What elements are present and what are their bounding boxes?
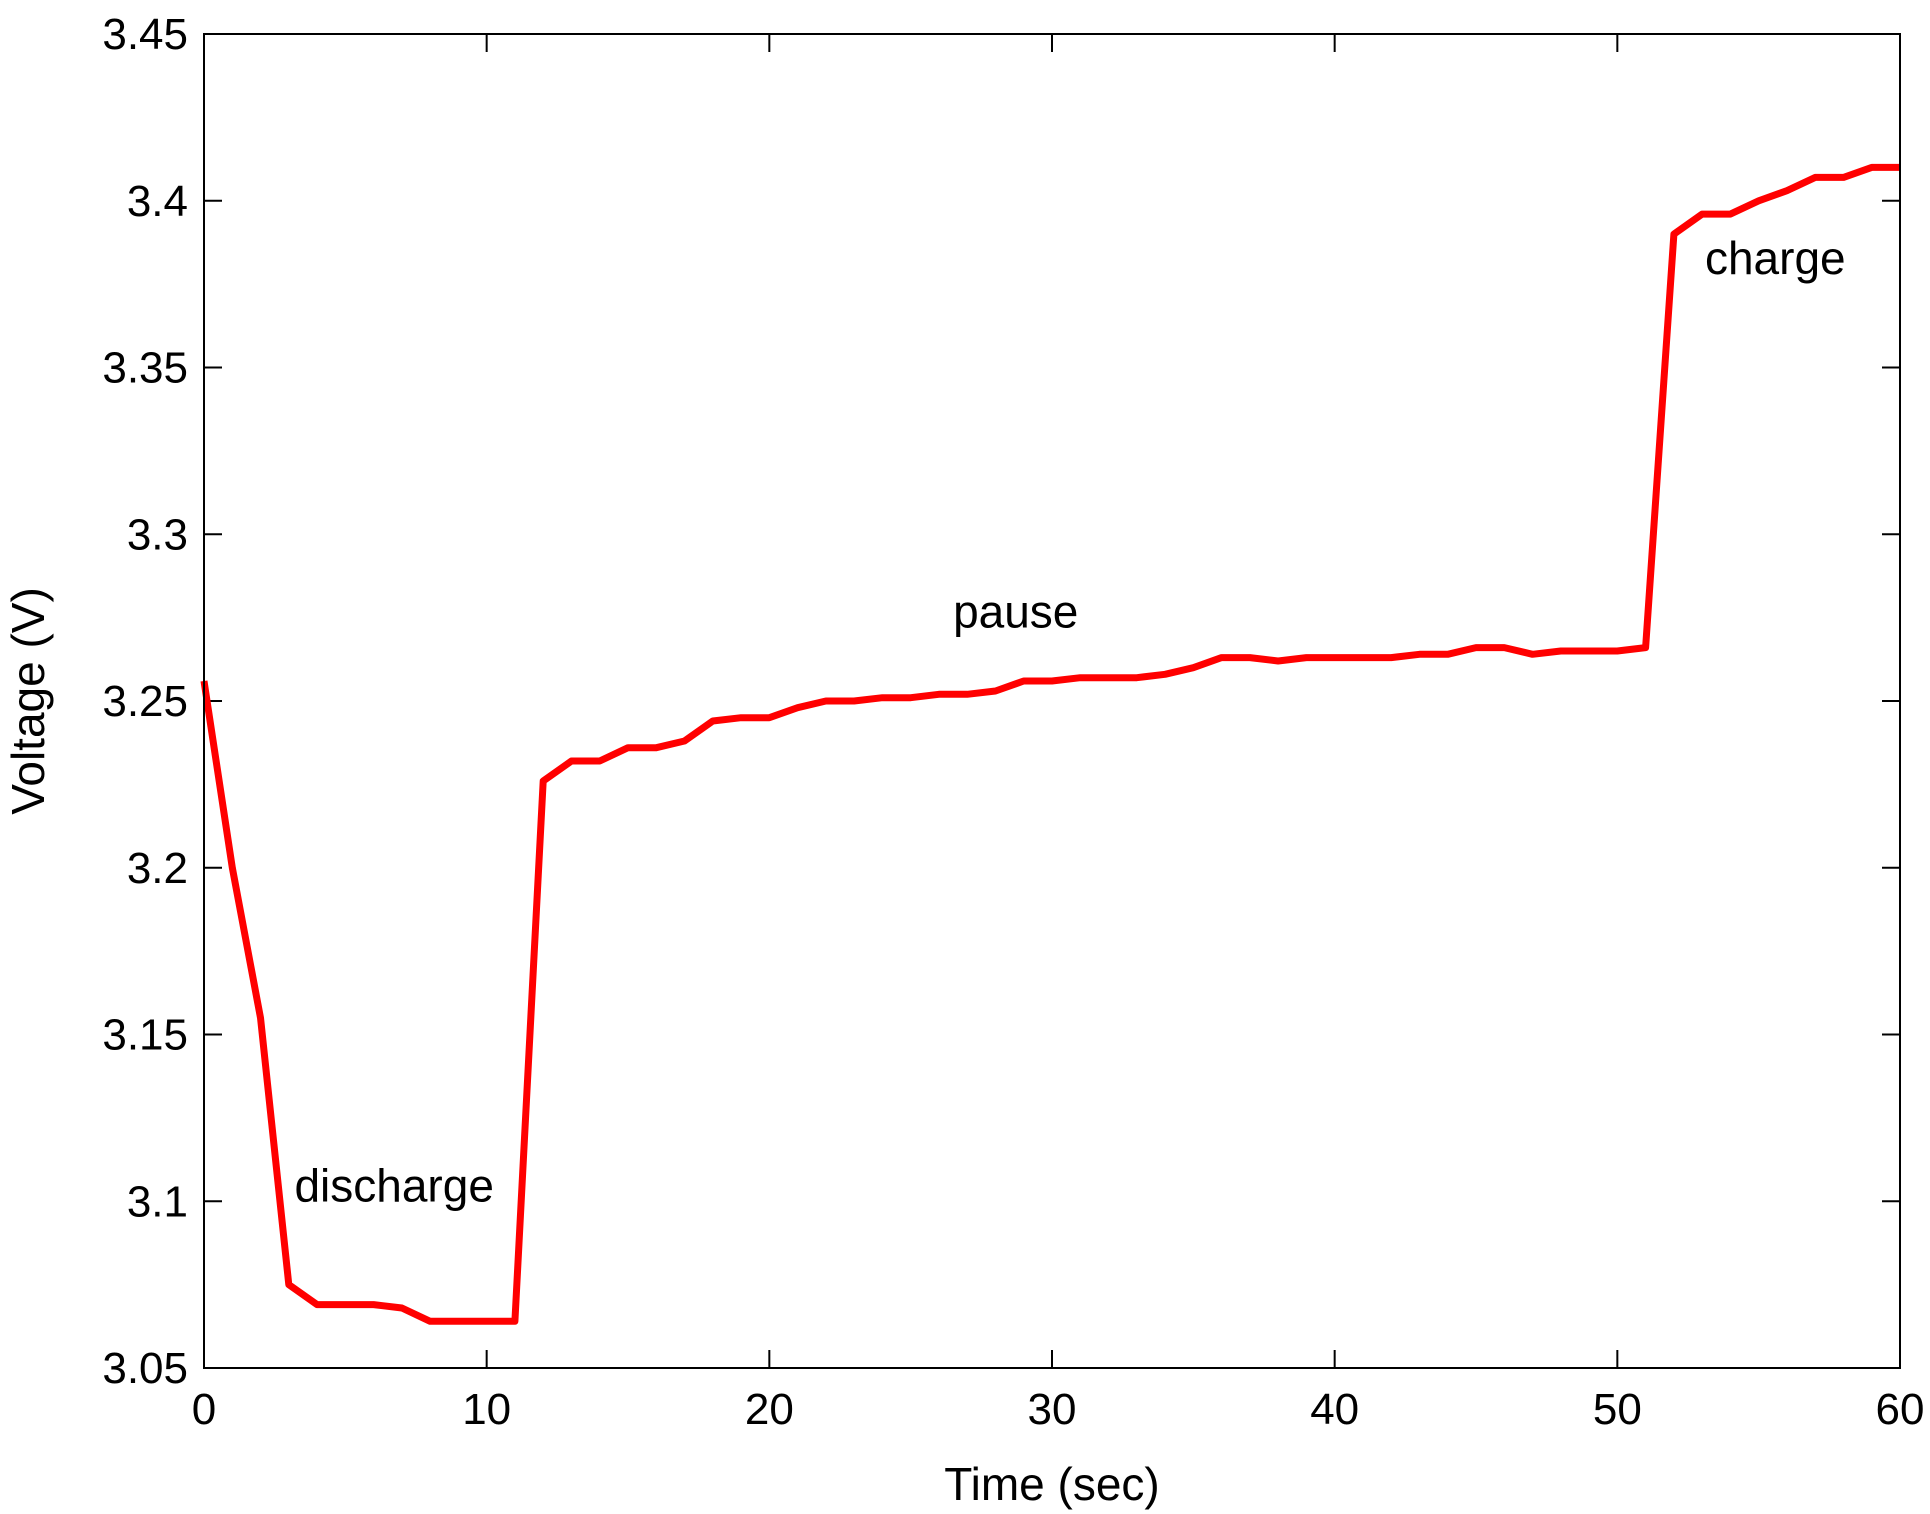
annotation-pause: pause	[953, 586, 1078, 638]
y-tick-label: 3.05	[102, 1344, 188, 1393]
y-tick-label: 3.45	[102, 10, 188, 59]
x-tick-label: 0	[192, 1385, 216, 1434]
y-tick-label: 3.25	[102, 677, 188, 726]
x-tick-label: 40	[1310, 1385, 1359, 1434]
x-tick-label: 10	[462, 1385, 511, 1434]
annotation-charge: charge	[1705, 232, 1846, 284]
annotations: discharge pause charge	[294, 232, 1845, 1211]
annotation-discharge: discharge	[294, 1159, 493, 1211]
y-axis-label: Voltage (V)	[2, 587, 54, 815]
x-tick-label: 60	[1876, 1385, 1925, 1434]
voltage-series-line	[200, 163, 1900, 1325]
y-tick-label: 3.35	[102, 344, 188, 393]
x-tick-label: 20	[745, 1385, 794, 1434]
series-group	[200, 163, 1900, 1325]
tick-labels: 0 10 20 30 40 50 60 3.05 3.1 3.15 3.2 3.25 3.3 3.35 3.…	[102, 10, 1924, 1434]
y-tick-label: 3.2	[127, 844, 188, 893]
x-tick-label: 50	[1593, 1385, 1642, 1434]
plot-frame	[203, 33, 1901, 1369]
x-tick-label: 30	[1028, 1385, 1077, 1434]
y-tick-label: 3.3	[127, 510, 188, 559]
x-axis-label: Time (sec)	[944, 1458, 1160, 1510]
y-tick-label: 3.4	[127, 177, 188, 226]
y-tick-label: 3.15	[102, 1011, 188, 1060]
y-tick-label: 3.1	[127, 1177, 188, 1226]
